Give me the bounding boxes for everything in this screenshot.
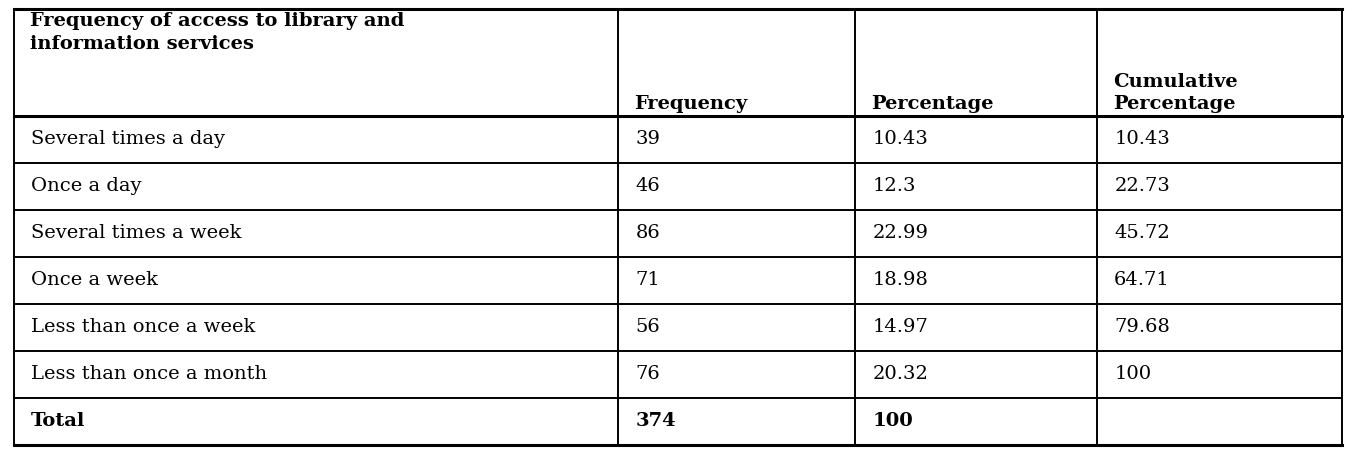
Text: 76: 76 bbox=[636, 365, 660, 384]
Text: 64.71: 64.71 bbox=[1115, 271, 1170, 289]
Text: Percentage: Percentage bbox=[871, 95, 994, 113]
Text: Total: Total bbox=[31, 412, 85, 430]
Text: 374: 374 bbox=[636, 412, 677, 430]
Text: Several times a day: Several times a day bbox=[31, 130, 225, 148]
Text: 86: 86 bbox=[636, 224, 660, 242]
Text: Several times a week: Several times a week bbox=[31, 224, 241, 242]
Text: Once a week: Once a week bbox=[31, 271, 159, 289]
Text: 22.99: 22.99 bbox=[872, 224, 929, 242]
Text: Frequency of access to library and
information services: Frequency of access to library and infor… bbox=[30, 12, 404, 53]
Text: 100: 100 bbox=[1115, 365, 1151, 384]
Text: 71: 71 bbox=[636, 271, 660, 289]
Text: 56: 56 bbox=[636, 318, 660, 336]
Text: 79.68: 79.68 bbox=[1115, 318, 1170, 336]
Text: 14.97: 14.97 bbox=[872, 318, 929, 336]
Text: 100: 100 bbox=[872, 412, 913, 430]
Text: 12.3: 12.3 bbox=[872, 178, 915, 195]
Text: 10.43: 10.43 bbox=[1115, 130, 1170, 148]
Text: Less than once a month: Less than once a month bbox=[31, 365, 267, 384]
Text: 39: 39 bbox=[636, 130, 660, 148]
Text: 46: 46 bbox=[636, 178, 660, 195]
Text: 18.98: 18.98 bbox=[872, 271, 929, 289]
Text: Less than once a week: Less than once a week bbox=[31, 318, 255, 336]
Text: Frequency: Frequency bbox=[635, 95, 747, 113]
Text: 22.73: 22.73 bbox=[1115, 178, 1170, 195]
Text: Once a day: Once a day bbox=[31, 178, 141, 195]
Text: 10.43: 10.43 bbox=[872, 130, 929, 148]
Text: 20.32: 20.32 bbox=[872, 365, 929, 384]
Text: 45.72: 45.72 bbox=[1115, 224, 1170, 242]
Text: Cumulative
Percentage: Cumulative Percentage bbox=[1113, 73, 1238, 113]
